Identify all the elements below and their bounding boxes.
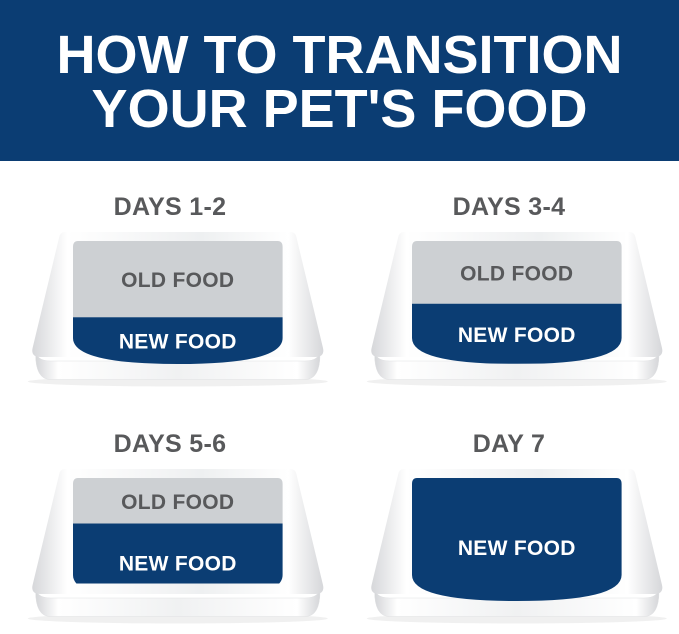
svg-text:OLD FOOD: OLD FOOD [460, 262, 573, 285]
svg-text:OLD FOOD: OLD FOOD [121, 491, 234, 514]
svg-text:OLD FOOD: OLD FOOD [121, 269, 234, 292]
svg-text:NEW FOOD: NEW FOOD [119, 552, 237, 575]
svg-text:NEW FOOD: NEW FOOD [458, 324, 576, 347]
svg-text:NEW FOOD: NEW FOOD [458, 537, 576, 560]
svg-text:NEW FOOD: NEW FOOD [119, 331, 237, 354]
